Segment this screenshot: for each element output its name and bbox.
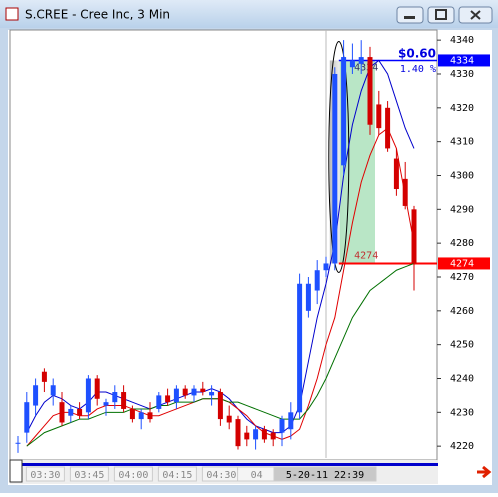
candle-body xyxy=(103,402,109,406)
y-tick-label: 4300 xyxy=(450,170,474,181)
y-tick-label: 4220 xyxy=(450,441,474,452)
candle-body xyxy=(68,408,74,416)
candle-body xyxy=(121,392,127,409)
minimize-button[interactable] xyxy=(396,6,424,24)
candle-body xyxy=(314,270,320,291)
x-tick-box xyxy=(113,466,153,482)
measure-ellipse xyxy=(328,40,350,273)
x-tick-label: 04:30 xyxy=(206,470,236,481)
crosshair-time-box xyxy=(273,466,377,482)
annotation: 1.40 % xyxy=(400,64,436,75)
candle-body xyxy=(217,392,223,420)
candle-body xyxy=(297,283,303,413)
candle-body xyxy=(200,388,206,393)
candle-body xyxy=(244,432,250,440)
maximize-button[interactable] xyxy=(427,6,455,24)
candle-body xyxy=(129,408,135,420)
scroll-arrow[interactable] xyxy=(477,465,492,479)
x-tick-label: 5-20-11 22:39 xyxy=(286,470,364,481)
maximize-icon xyxy=(435,9,447,20)
y-tick-label: 4310 xyxy=(450,137,474,148)
candle-body xyxy=(323,263,329,271)
candle-body xyxy=(165,395,171,403)
candle-body xyxy=(279,419,285,433)
candle-body xyxy=(261,429,267,440)
candle-body xyxy=(332,73,338,264)
candle-body xyxy=(156,395,162,409)
y-tick-label: 4290 xyxy=(450,204,474,215)
candle-body xyxy=(59,402,65,423)
x-tick-label: 03:45 xyxy=(74,470,104,481)
x-tick-box xyxy=(157,466,197,482)
candle-body xyxy=(50,385,56,396)
candle-body xyxy=(235,419,241,447)
candle-body xyxy=(94,378,100,399)
candle-body xyxy=(270,432,276,440)
annotation: $0.60 xyxy=(398,47,436,61)
x-tick-box xyxy=(69,466,109,482)
minimize-icon xyxy=(404,16,415,19)
y-tick-label: 4320 xyxy=(450,103,474,114)
candle-body xyxy=(385,107,391,149)
measure-label: 4274 xyxy=(354,250,378,261)
measure-label: 4334 xyxy=(354,62,378,73)
price-tag xyxy=(438,257,490,270)
candle-body xyxy=(226,415,232,423)
price-tag-label: 4334 xyxy=(450,55,474,66)
close-icon xyxy=(470,10,481,20)
candle-body xyxy=(341,57,347,166)
candle-body xyxy=(173,388,179,403)
candle-body xyxy=(288,412,294,430)
candle-body xyxy=(253,429,259,440)
candle-body xyxy=(393,158,399,190)
candle-body xyxy=(138,412,144,420)
candle-body xyxy=(77,408,83,416)
candle-body xyxy=(191,388,197,396)
y-tick-label: 4240 xyxy=(450,373,474,384)
candle-body xyxy=(24,402,30,433)
y-tick-label: 4280 xyxy=(450,238,474,249)
y-tick-label: 4330 xyxy=(450,69,474,80)
candle-body xyxy=(411,209,417,264)
candle-body xyxy=(305,283,311,311)
x-tick-label: 04 xyxy=(251,470,263,481)
app-icon xyxy=(5,7,19,21)
y-tick-label: 4260 xyxy=(450,306,474,317)
candle-body xyxy=(147,412,153,420)
y-tick-label: 4270 xyxy=(450,272,474,283)
price-tag-label: 4274 xyxy=(450,258,474,269)
candle-body xyxy=(41,371,47,382)
candle-body xyxy=(358,57,364,64)
candle-body xyxy=(367,57,373,125)
y-tick-label: 4230 xyxy=(450,407,474,418)
candle-body xyxy=(402,178,408,206)
candle-body xyxy=(33,385,39,406)
y-tick-label: 4340 xyxy=(450,35,474,46)
candle-body xyxy=(85,378,91,413)
window-title: S.CREE - Cree Inc, 3 Min xyxy=(25,8,170,22)
candle-body xyxy=(15,442,21,444)
y-tick-label: 4250 xyxy=(450,340,474,351)
x-tick-label: 03:30 xyxy=(30,470,60,481)
scroll-box[interactable] xyxy=(9,459,23,483)
window-buttons[interactable] xyxy=(396,6,493,24)
candle-body xyxy=(209,392,215,396)
candle-body xyxy=(182,388,188,396)
candle-body xyxy=(376,104,382,129)
x-tick-label: 04:15 xyxy=(162,470,192,481)
scroll-bar[interactable] xyxy=(10,463,438,466)
candle-body xyxy=(112,392,118,403)
x-tick-label: 04:00 xyxy=(118,470,148,481)
candle-body xyxy=(349,60,355,68)
price-tag xyxy=(438,54,490,67)
x-tick-box xyxy=(25,466,65,482)
